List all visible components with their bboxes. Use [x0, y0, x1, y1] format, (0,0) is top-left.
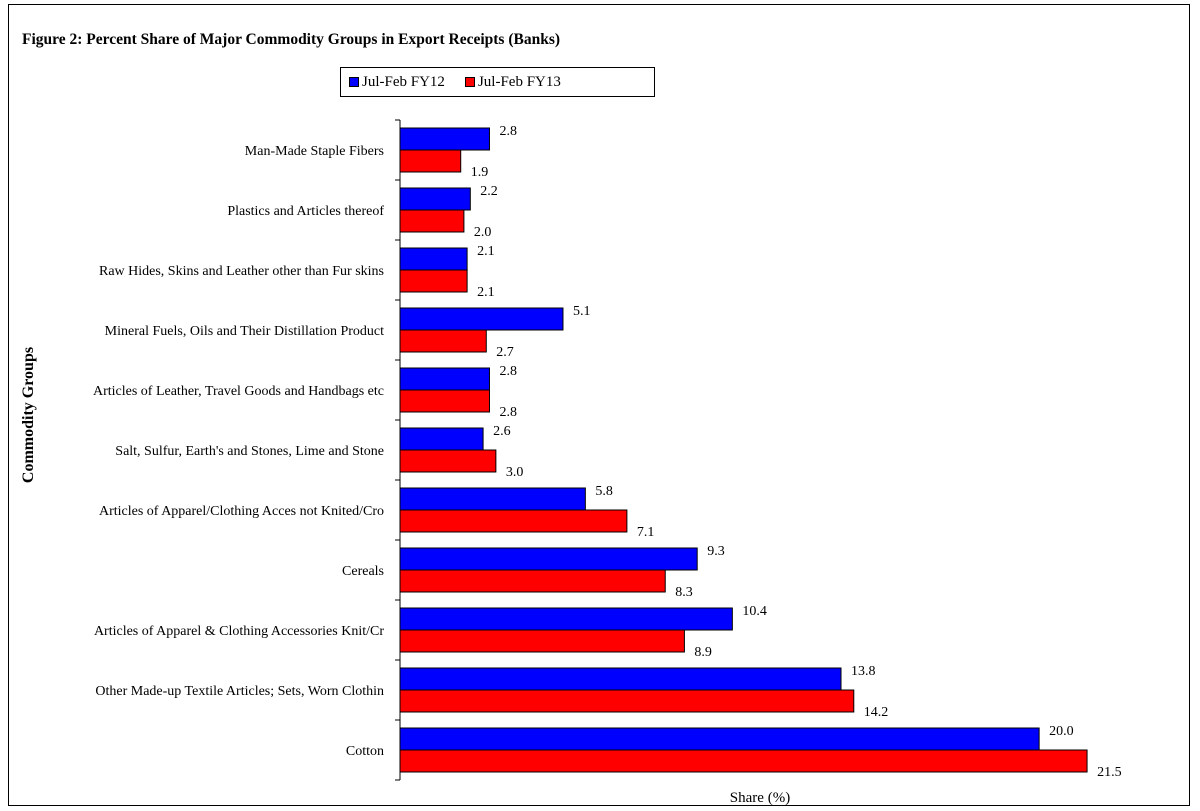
legend-item-fy13: Jul-Feb FY13 — [464, 73, 561, 91]
chart-title: Figure 2: Percent Share of Major Commodi… — [22, 31, 561, 48]
legend-label-fy13: Jul-Feb FY13 — [477, 73, 561, 90]
legend-swatch-fy12 — [349, 77, 359, 87]
legend-label-fy12: Jul-Feb FY12 — [362, 73, 445, 90]
chart-frame — [8, 4, 1190, 806]
chart-legend: Jul-Feb FY12 Jul-Feb FY13 — [340, 67, 655, 97]
legend-swatch-fy13 — [464, 77, 475, 87]
legend-item-fy12: Jul-Feb FY12 — [349, 74, 445, 91]
